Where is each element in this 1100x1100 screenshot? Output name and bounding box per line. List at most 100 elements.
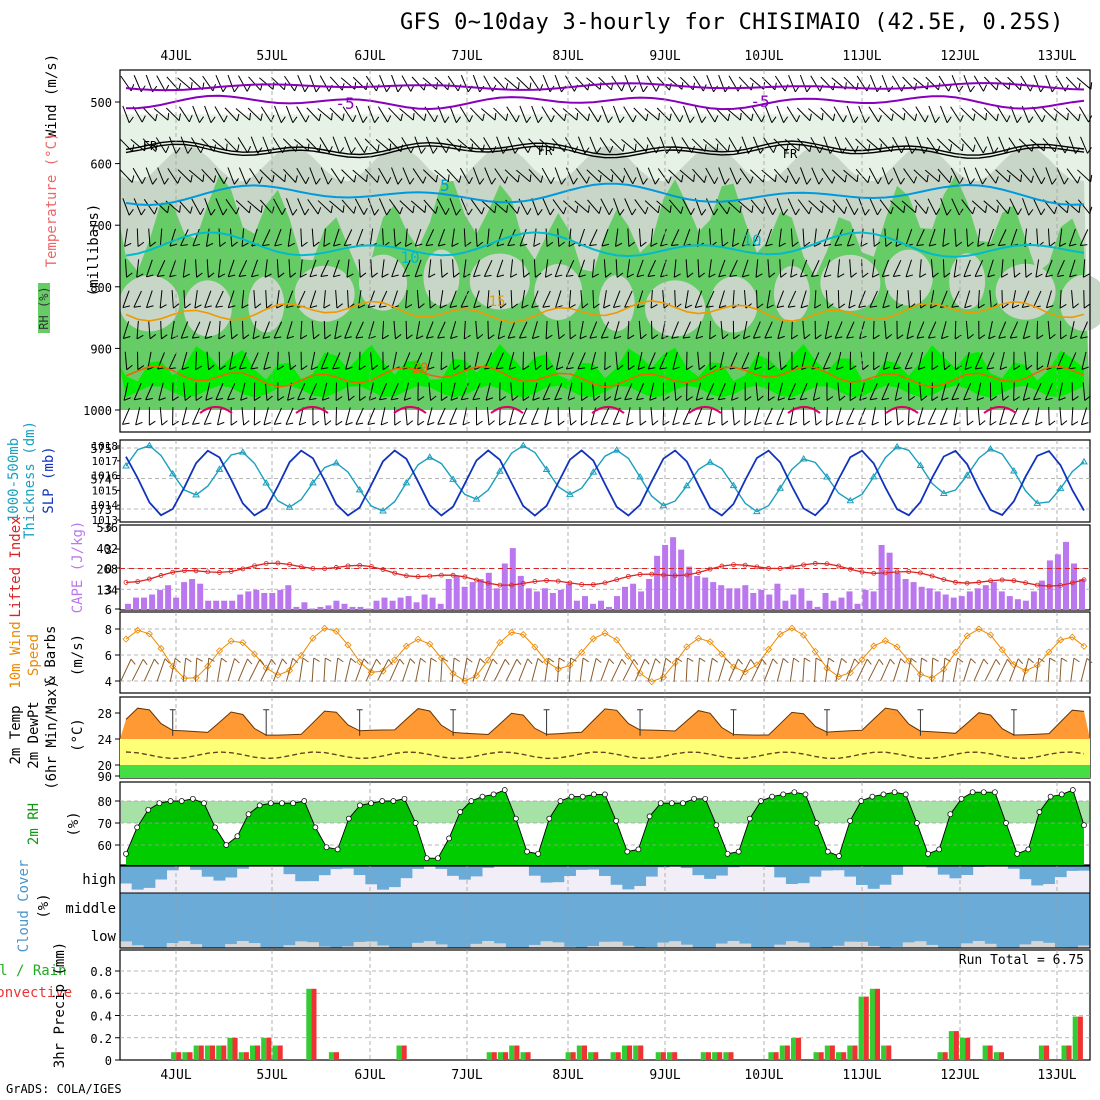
wind-barb — [148, 407, 156, 426]
wind-barb-flag — [917, 422, 925, 426]
wind-barb-staff — [764, 321, 773, 339]
lifted-index-marker — [684, 572, 690, 578]
wind-barb — [894, 382, 903, 401]
wind-barb — [299, 259, 307, 278]
wind-barb-flag — [815, 334, 822, 340]
precip-total-bar — [396, 1045, 402, 1060]
wind-barb — [177, 77, 193, 90]
wind-barb-flag — [417, 396, 425, 401]
wind-barb-staff — [390, 383, 399, 400]
wind-barb-flag — [272, 175, 275, 183]
wind-barb-staff — [483, 259, 493, 277]
wind-barb-staff — [766, 290, 771, 309]
wind-barb-staff — [739, 168, 751, 184]
cape-bar — [349, 606, 356, 610]
wind-barb-flag — [695, 305, 703, 308]
wind-barb — [238, 167, 251, 185]
surface-wind-barb — [996, 658, 1012, 682]
wind-barb-flag — [849, 396, 857, 401]
wind-barb — [320, 352, 329, 370]
wind-barb-staff — [984, 168, 997, 184]
wind-speed-marker — [951, 648, 960, 656]
thickness-marker — [309, 478, 317, 486]
wind-barb — [729, 259, 738, 277]
surface-wind-barb — [544, 657, 555, 682]
wind-barb-flag — [299, 421, 307, 426]
precip-total-bar — [588, 1052, 594, 1060]
wind-barb-flag — [264, 273, 272, 278]
wind-barb-flag — [367, 422, 376, 425]
lifted-index-marker — [310, 566, 316, 571]
cape-bar — [541, 588, 548, 610]
wind-barb-flag — [323, 242, 331, 247]
wind-barb-staff — [732, 228, 735, 247]
rh2m-marker — [379, 798, 386, 804]
wind-barb-flag — [982, 146, 987, 154]
precip-total-bar — [204, 1045, 210, 1060]
lifted-index-marker — [999, 577, 1005, 583]
wind-barb — [963, 383, 972, 401]
wind-barb-staff — [580, 290, 583, 309]
wind-barb-staff — [693, 75, 704, 92]
wind-barb — [367, 105, 380, 124]
wind-barb-staff — [352, 169, 367, 183]
wind-barb-flag — [1036, 334, 1044, 340]
cloud-high-bar — [388, 866, 401, 888]
wind-barb — [145, 259, 154, 278]
wind-barb — [695, 382, 704, 401]
wind-barb-flag — [515, 115, 520, 123]
wind-barb-staff — [1045, 383, 1053, 401]
wind-barb — [790, 228, 799, 247]
wind-barb-flag — [1077, 176, 1081, 184]
cloud-panel-frame — [119, 865, 1091, 949]
wind-barb — [487, 320, 495, 340]
wind-barb-flag — [673, 273, 681, 278]
wind-barb — [869, 383, 878, 401]
wind-barb-flag — [926, 174, 929, 183]
wind-barb-flag — [1002, 303, 1009, 309]
wind-barb — [394, 407, 402, 426]
wind-barb — [720, 228, 729, 247]
wind-speed-marker — [449, 669, 457, 678]
cape-bar — [630, 583, 637, 610]
wind-barb-flag — [133, 305, 142, 308]
wind-barb — [963, 259, 972, 278]
wind-barb — [452, 259, 460, 278]
wind-barb — [238, 259, 248, 277]
wind-barb-staff — [499, 407, 501, 426]
precip-tick-label: 0.4 — [90, 1010, 112, 1024]
wind-barb-flag — [359, 365, 366, 371]
cloud-low-bar — [622, 945, 635, 948]
wind-barb-staff — [989, 290, 992, 309]
wind-barb-staff — [997, 229, 1007, 246]
wind-barb-flag — [140, 208, 146, 216]
thickness-marker — [823, 473, 831, 480]
wind-barb-staff — [989, 407, 992, 426]
wind-barb-flag — [243, 420, 250, 426]
wind-barb — [217, 407, 225, 426]
thickness-tick-label: 574 — [90, 473, 112, 487]
thickness-marker — [122, 461, 130, 469]
dewpoint-axis-label: 2m DewPt — [26, 701, 42, 768]
wind-barb-staff — [832, 199, 845, 214]
wind-barb — [987, 259, 995, 278]
wind-barb-flag — [593, 303, 600, 309]
surface-wind-barb-staff — [272, 658, 283, 682]
wind-barb — [859, 382, 867, 401]
wind-barb — [218, 351, 226, 371]
wind-barb-flag — [1069, 243, 1077, 247]
wind-barb — [124, 259, 133, 278]
wind-barb — [393, 228, 402, 247]
wind-barb-staff — [206, 351, 210, 370]
wind-barb-flag — [1022, 422, 1030, 426]
wind-barb — [557, 228, 565, 247]
wind-barb — [588, 106, 602, 123]
temperature-tick-label: 28 — [98, 707, 112, 721]
cape-bar — [1022, 600, 1029, 610]
wind-barb-flag — [780, 272, 787, 278]
wind-barb-staff — [719, 351, 725, 370]
wind-barb-flag — [568, 242, 576, 247]
wind-barb-staff — [799, 383, 808, 400]
wind-barb — [1080, 407, 1089, 426]
rh-bright-band — [120, 344, 1084, 398]
